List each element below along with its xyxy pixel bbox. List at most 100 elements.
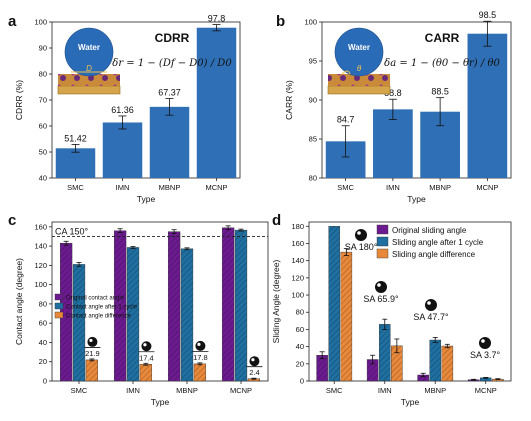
x-tick-label: MBNP bbox=[159, 183, 181, 192]
droplet-icon bbox=[479, 337, 491, 349]
legend-entry: Original sliding angle bbox=[392, 226, 467, 235]
y-tick-label: 180 bbox=[291, 222, 304, 231]
droplet-icon bbox=[195, 340, 206, 351]
x-axis-label: Type bbox=[407, 194, 426, 204]
x-tick-label: SMC bbox=[326, 386, 343, 395]
legend-swatch bbox=[54, 302, 64, 310]
x-tick-label: IMN bbox=[116, 183, 130, 192]
y-tick-label: 60 bbox=[39, 122, 47, 131]
bar-hatch bbox=[328, 226, 340, 381]
bar-hatch bbox=[222, 227, 235, 381]
y-axis-label: CDRR (%) bbox=[14, 80, 24, 120]
y-tick-label: 160 bbox=[291, 239, 304, 248]
y-axis-label: CARR (%) bbox=[284, 80, 294, 120]
y-tick-label: 140 bbox=[34, 242, 47, 251]
x-tick-label: MCNP bbox=[476, 183, 498, 192]
bar-hatch bbox=[247, 378, 260, 381]
substrate bbox=[327, 85, 391, 95]
micro-structure bbox=[58, 74, 120, 86]
y-tick-label: 100 bbox=[34, 18, 47, 27]
bar-hatch bbox=[168, 231, 181, 381]
data-label: 84.7 bbox=[337, 115, 355, 125]
x-axis-label: Type bbox=[137, 194, 156, 204]
y-tick-label: 100 bbox=[291, 291, 304, 300]
bar bbox=[373, 109, 413, 178]
y-tick-label: 80 bbox=[39, 299, 47, 308]
droplet-icon bbox=[425, 299, 437, 311]
angle-marker bbox=[341, 70, 351, 75]
droplet-label: Water bbox=[348, 43, 370, 52]
x-tick-label: MCNP bbox=[205, 183, 227, 192]
water-droplet bbox=[64, 27, 114, 77]
y-tick-label: 0 bbox=[300, 377, 304, 386]
y-tick-label: 80 bbox=[296, 308, 304, 317]
bar-hatch bbox=[193, 363, 206, 381]
bar bbox=[149, 106, 190, 178]
bar-hatch bbox=[60, 243, 73, 381]
legend-swatch bbox=[376, 248, 389, 259]
x-tick-label: SMC bbox=[337, 183, 354, 192]
droplet-highlight bbox=[481, 339, 485, 343]
x-axis-label: Type bbox=[401, 397, 420, 407]
bar-hatch bbox=[181, 248, 193, 381]
bar-hatch bbox=[429, 340, 441, 381]
y-axis-label: Sliding Angle (degree) bbox=[271, 260, 281, 344]
y-tick-label: 70 bbox=[39, 96, 47, 105]
bar-hatch bbox=[480, 377, 492, 381]
water-droplet bbox=[334, 27, 384, 77]
data-label: 2.4 bbox=[249, 368, 259, 377]
droplet-highlight bbox=[197, 342, 201, 346]
y-tick-label: 40 bbox=[39, 338, 47, 347]
droplet-highlight bbox=[251, 358, 255, 362]
data-label: 21.9 bbox=[85, 349, 100, 358]
droplet-icon bbox=[141, 341, 152, 352]
x-tick-label: SMC bbox=[71, 386, 88, 395]
y-tick-label: 80 bbox=[39, 70, 47, 79]
y-tick-label: 40 bbox=[296, 342, 304, 351]
data-label: SA 180° bbox=[345, 242, 378, 252]
droplet-icon bbox=[87, 336, 98, 347]
panel-b: b 80 85 90 95 100 SMC IMN MBNP MCNP Type CARR (%) 84… bbox=[276, 10, 512, 204]
y-tick-label: 90 bbox=[309, 96, 317, 105]
droplet-label: Water bbox=[78, 43, 100, 52]
x-tick-label: MCNP bbox=[230, 386, 252, 395]
panel-letter: b bbox=[276, 13, 285, 30]
equation: δr = 1 − (Df − D0) / D0 bbox=[112, 58, 232, 69]
data-label: 67.37 bbox=[158, 88, 181, 98]
y-tick-label: 120 bbox=[291, 273, 304, 282]
data-label: 88.5 bbox=[431, 87, 449, 97]
bar-hatch bbox=[367, 359, 379, 381]
panel-c: c 0 20 40 60 80 100 120 140 160 SMC IMN MBNP MCNP Type… bbox=[8, 212, 269, 407]
bar-hatch bbox=[316, 355, 328, 381]
y-tick-label: 80 bbox=[309, 174, 317, 183]
panel-d: d 0 20 40 60 80 100 120 140 160 180 SMC IMN MBNP MCNP T… bbox=[271, 212, 512, 407]
droplet-highlight bbox=[357, 231, 361, 235]
data-label: SA 3.7° bbox=[470, 350, 501, 360]
legend-swatch bbox=[54, 293, 64, 301]
bar-hatch bbox=[391, 345, 403, 381]
panel-a: a 40 50 60 70 80 90 100 SMC IMN MBNP MCNP Type CDRR (… bbox=[8, 13, 241, 204]
data-label: 17.8 bbox=[193, 353, 208, 362]
bar bbox=[196, 27, 237, 178]
y-tick-label: 20 bbox=[39, 357, 47, 366]
legend-swatch bbox=[376, 224, 389, 235]
droplet-highlight bbox=[89, 338, 93, 343]
y-tick-label: 0 bbox=[43, 377, 47, 386]
data-label: 88.8 bbox=[384, 88, 402, 98]
data-label: 61.36 bbox=[111, 105, 134, 115]
bar-hatch bbox=[417, 374, 429, 381]
bar-hatch bbox=[235, 230, 247, 381]
droplet-highlight bbox=[427, 301, 431, 305]
y-tick-label: 120 bbox=[34, 261, 47, 270]
data-label: SA 47.7° bbox=[413, 312, 449, 322]
bar-hatch bbox=[73, 264, 85, 381]
data-label: 51.42 bbox=[64, 133, 87, 143]
y-tick-label: 100 bbox=[304, 18, 317, 27]
legend-entry: Contact angle after 1 cycle bbox=[66, 305, 138, 311]
droplet-highlight bbox=[143, 343, 147, 347]
y-tick-label: 60 bbox=[39, 319, 47, 328]
x-tick-label: IMN bbox=[386, 183, 400, 192]
bar-hatch bbox=[85, 359, 98, 381]
bar-hatch bbox=[492, 379, 504, 381]
